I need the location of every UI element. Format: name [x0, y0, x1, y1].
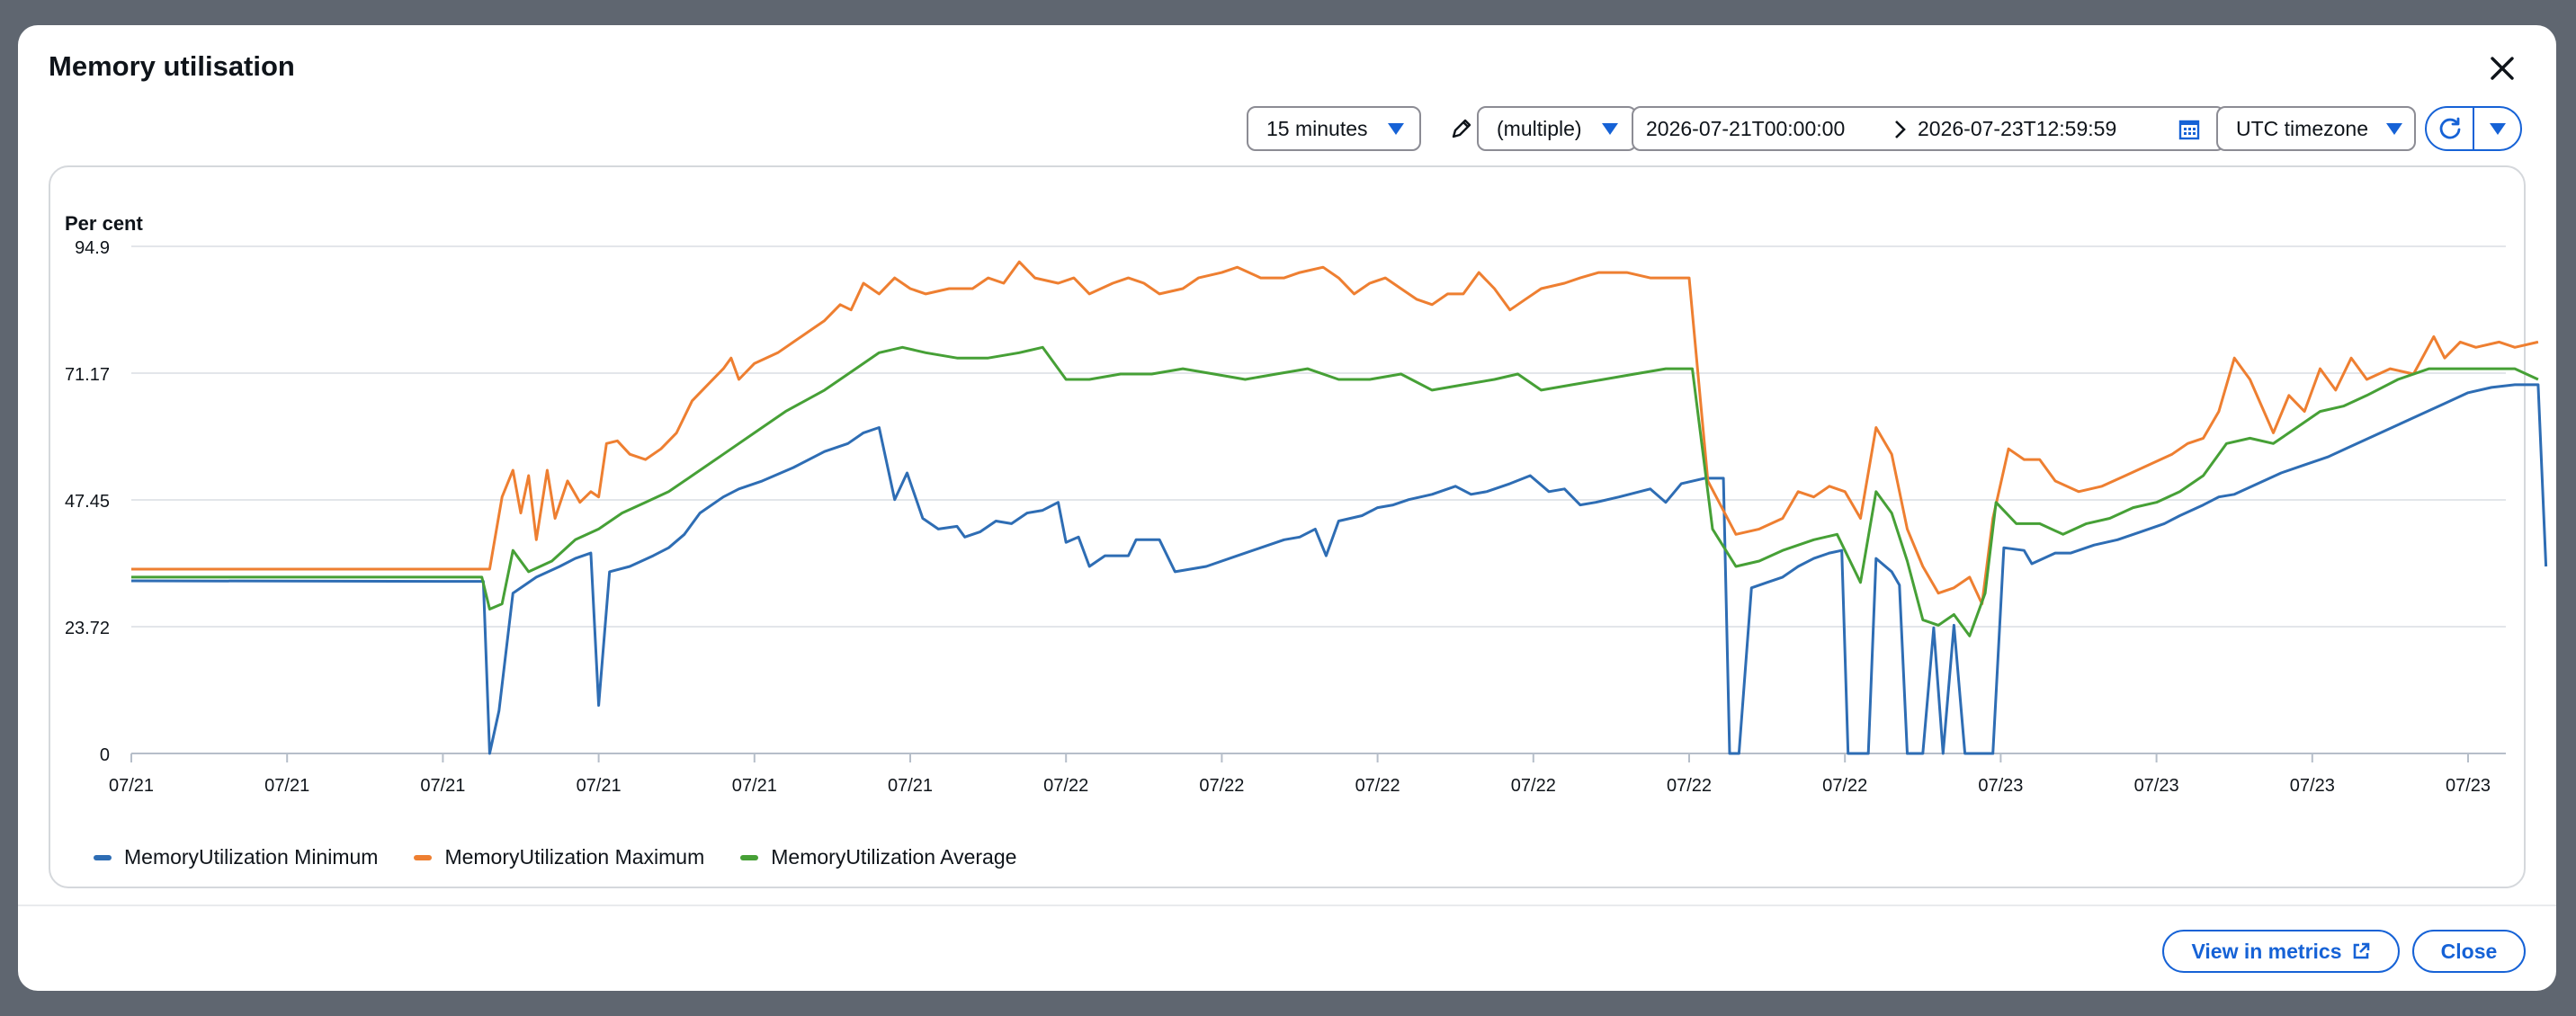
refresh-button[interactable] [2427, 108, 2473, 149]
x-tick-label: 07/23 [2134, 776, 2179, 796]
y-tick-label: 23.72 [65, 619, 110, 638]
caret-down-icon [1387, 122, 1404, 135]
date-range-picker[interactable]: 2026-07-21T00:00:00 2026-07-23T12:59:59 [1632, 106, 2225, 151]
external-link-icon [2353, 942, 2369, 959]
y-axis-label: Per cent [65, 212, 143, 235]
legend-item-maximum[interactable]: MemoryUtilization Maximum [414, 845, 704, 869]
legend-swatch-minimum [94, 854, 112, 860]
end-date: 2026-07-23T12:59:59 [1918, 116, 2117, 140]
caret-down-icon [2489, 122, 2506, 135]
timezone-value: UTC timezone [2236, 116, 2368, 140]
legend-swatch-average [740, 854, 759, 860]
pencil-icon[interactable] [1450, 117, 1473, 140]
legend-label-maximum: MemoryUtilization Maximum [444, 845, 705, 869]
series-line-minimum [130, 383, 2548, 755]
x-tick-label: 07/23 [1978, 776, 2023, 796]
caret-down-icon [2385, 122, 2402, 135]
legend-label-minimum: MemoryUtilization Minimum [124, 845, 379, 869]
x-tick-label: 07/22 [1355, 776, 1400, 796]
period-select[interactable]: 15 minutes [1247, 106, 1421, 151]
x-tick-label: 07/21 [420, 776, 465, 796]
close-icon[interactable] [2482, 49, 2522, 88]
x-tick-label: 07/21 [888, 776, 933, 796]
y-tick-label: 0 [100, 745, 110, 765]
view-in-metrics-label: View in metrics [2191, 939, 2342, 963]
x-tick-label: 07/23 [2290, 776, 2335, 796]
toolbar: 15 minutes (multiple) 2026-07-21T00:00:0… [18, 106, 2556, 155]
x-tick-label: 07/21 [577, 776, 622, 796]
x-tick-label: 07/23 [2446, 776, 2491, 796]
legend-item-minimum[interactable]: MemoryUtilization Minimum [94, 845, 378, 869]
refresh-icon [2439, 117, 2460, 139]
x-tick-label: 07/21 [264, 776, 309, 796]
y-tick-label: 47.45 [65, 492, 110, 512]
x-tick-label: 07/22 [1667, 776, 1712, 796]
memory-chart: 0 23.72 47.45 71.17 94.9 07/21 07/21 07/21 07/21… [65, 238, 2548, 796]
x-tick-label: 07/22 [1043, 776, 1088, 796]
x-tick-label: 07/22 [1822, 776, 1867, 796]
legend-label-average: MemoryUtilization Average [771, 845, 1017, 869]
refresh-button-group [2425, 106, 2522, 151]
dialog-title: Memory utilisation [49, 50, 295, 82]
x-tick-label: 07/22 [1511, 776, 1556, 796]
x-tick-label: 07/21 [732, 776, 777, 796]
x-tick-label: 07/22 [1199, 776, 1244, 796]
calendar-icon [2178, 120, 2200, 140]
footer-divider [18, 905, 2556, 906]
view-in-metrics-button[interactable]: View in metrics [2162, 930, 2400, 973]
y-tick-label: 94.9 [75, 238, 110, 258]
legend-swatch-maximum [414, 854, 433, 860]
series-line-average [131, 345, 2539, 637]
refresh-options-button[interactable] [2473, 108, 2520, 149]
start-date: 2026-07-21T00:00:00 [1646, 116, 1846, 140]
caret-down-icon [1601, 122, 1618, 135]
legend-item-average[interactable]: MemoryUtilization Average [740, 845, 1016, 869]
y-tick-label: 71.17 [65, 365, 110, 385]
timezone-select[interactable]: UTC timezone [2216, 106, 2416, 151]
memory-utilisation-dialog: Memory utilisation 15 minutes (multiple)… [18, 25, 2556, 991]
period-value: 15 minutes [1266, 116, 1368, 140]
chart-panel [49, 165, 2526, 888]
x-tick-label: 07/21 [109, 776, 154, 796]
series-line-maximum [131, 260, 2539, 606]
chevron-right-icon [1895, 120, 1906, 138]
close-button[interactable]: Close [2412, 930, 2526, 973]
statistic-select[interactable]: (multiple) [1477, 106, 1637, 151]
close-button-label: Close [2440, 939, 2498, 963]
chart-legend: MemoryUtilization Minimum MemoryUtilizat… [94, 845, 1016, 869]
statistic-value: (multiple) [1497, 116, 1582, 140]
